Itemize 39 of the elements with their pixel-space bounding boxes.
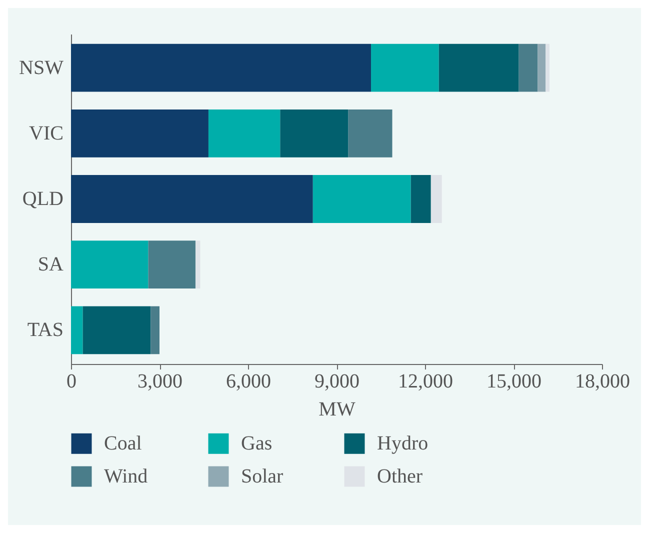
bar	[150, 306, 160, 354]
x-tick-label: 18,000	[575, 370, 630, 392]
legend-label: Solar	[241, 466, 284, 488]
legend-label: Coal	[104, 432, 142, 455]
bar	[208, 109, 280, 158]
y-tick-label: SA	[38, 254, 64, 276]
bar	[538, 44, 546, 92]
bar	[71, 109, 208, 158]
bar	[430, 175, 442, 223]
bar	[348, 109, 392, 158]
legend-label: Wind	[104, 466, 148, 488]
bar	[312, 175, 411, 223]
bar	[546, 44, 550, 92]
legend-label: Gas	[241, 432, 272, 455]
bar	[410, 175, 431, 223]
legend-label: Hydro	[377, 432, 428, 455]
bar	[71, 44, 372, 92]
x-tick-label: 9,000	[314, 370, 360, 392]
x-tick-label: 15,000	[486, 370, 542, 392]
x-tick-label: 12,000	[398, 370, 453, 392]
bar	[371, 44, 439, 92]
bar	[280, 109, 348, 158]
bar	[438, 44, 519, 92]
bar	[71, 306, 83, 354]
bar	[82, 306, 151, 354]
y-tick-label: TAS	[27, 319, 64, 342]
y-tick-label: NSW	[19, 56, 64, 79]
bar	[195, 240, 200, 289]
x-tick-label: 6,000	[226, 370, 271, 392]
bar	[71, 240, 148, 289]
x-tick-label: 3,000	[138, 370, 182, 392]
bar	[518, 44, 538, 92]
x-axis-title: MW	[318, 398, 356, 420]
bar	[148, 240, 196, 289]
x-tick-label: 0	[66, 370, 76, 392]
y-tick-label: QLD	[22, 188, 64, 210]
legend-label: Other	[377, 466, 423, 488]
bar	[71, 175, 313, 223]
y-tick-label: VIC	[29, 122, 64, 144]
